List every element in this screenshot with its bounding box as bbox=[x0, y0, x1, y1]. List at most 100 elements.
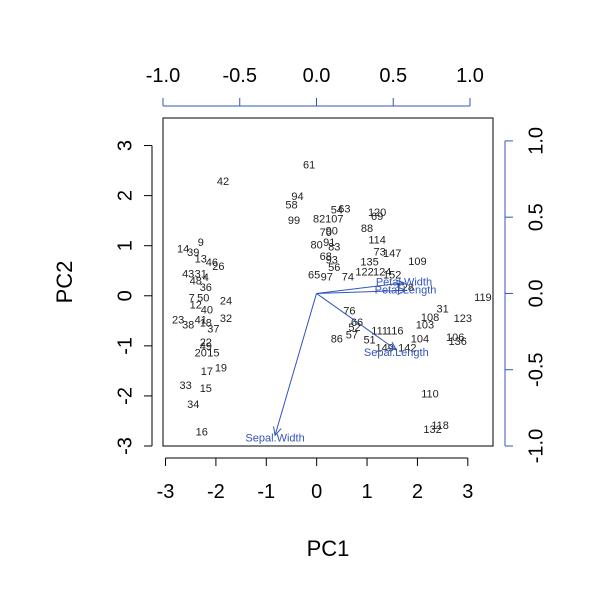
score-point-label: 114 bbox=[368, 235, 386, 247]
score-point-label: 70 bbox=[320, 227, 332, 239]
x-tick-label: -3 bbox=[157, 481, 175, 503]
loading-arrowhead bbox=[387, 341, 398, 351]
loading-label: Sepal.Length bbox=[364, 347, 429, 359]
loading-label: Petal.Length bbox=[375, 284, 437, 296]
score-point-label: 43 bbox=[182, 269, 194, 281]
y-tick-label: -2 bbox=[114, 387, 136, 405]
score-point-label: 147 bbox=[383, 248, 401, 260]
plot-frame bbox=[162, 117, 494, 447]
score-point-label: 103 bbox=[416, 320, 434, 332]
score-point-label: 91 bbox=[323, 237, 335, 249]
score-point-label: 46 bbox=[206, 257, 218, 269]
score-point-label: 83 bbox=[328, 242, 340, 254]
score-point-label: 88 bbox=[361, 223, 373, 235]
score-point-label: 22 bbox=[200, 337, 212, 349]
score-point-label: 108 bbox=[421, 312, 439, 324]
score-point-label: 18 bbox=[200, 318, 212, 330]
score-point-label: 54 bbox=[331, 205, 343, 217]
score-point-label: 68 bbox=[320, 251, 332, 263]
top-tick-label: 1.0 bbox=[456, 65, 484, 87]
x-tick-label: 2 bbox=[412, 481, 423, 503]
y-axis-label: PC2 bbox=[52, 261, 77, 304]
score-point-label: 119 bbox=[474, 292, 492, 304]
score-point-label: 12 bbox=[190, 300, 202, 312]
score-point-label: 97 bbox=[321, 272, 333, 284]
loading-label: Sepal.Width bbox=[245, 432, 304, 444]
loading-arrowhead bbox=[273, 426, 282, 437]
x-tick-label: 1 bbox=[361, 481, 372, 503]
score-point-label: 142 bbox=[398, 342, 416, 354]
score-point-label: 124 bbox=[373, 267, 391, 279]
loading-arrowhead bbox=[397, 286, 407, 296]
y-tick-label: -3 bbox=[114, 437, 136, 455]
score-point-label: 106 bbox=[446, 332, 464, 344]
score-point-label: 110 bbox=[421, 388, 439, 400]
score-point-label: 120 bbox=[368, 207, 386, 219]
score-point-label: 69 bbox=[371, 211, 383, 223]
right-tick-label: -0.5 bbox=[525, 352, 547, 386]
x-tick-label: -2 bbox=[207, 481, 225, 503]
top-tick-label: -1.0 bbox=[146, 65, 180, 87]
score-point-label: 34 bbox=[187, 399, 199, 411]
score-point-label: 135 bbox=[360, 257, 378, 269]
y-tick-label: 3 bbox=[114, 140, 136, 151]
score-point-label: 36 bbox=[200, 282, 212, 294]
loading-label: Petal.Width bbox=[376, 277, 432, 289]
score-point-label: 73 bbox=[374, 247, 386, 259]
left-axis: -3 -2 -1 0 1 2 3 bbox=[114, 140, 153, 455]
score-point-label: 58 bbox=[285, 200, 297, 212]
score-point-label: 16 bbox=[196, 426, 208, 438]
score-point-label: 63 bbox=[338, 204, 350, 216]
y-tick-label: 0 bbox=[114, 290, 136, 301]
score-point-label: 7 bbox=[189, 293, 195, 305]
score-point-label: 40 bbox=[201, 305, 213, 317]
score-point-label: 32 bbox=[220, 313, 232, 325]
loading-arrow bbox=[316, 293, 397, 351]
score-point-label: 74 bbox=[342, 272, 354, 284]
score-point-label: 56 bbox=[328, 262, 340, 274]
score-point-label: 9 bbox=[198, 237, 204, 249]
right-tick-label: 1.0 bbox=[525, 127, 547, 155]
score-point-label: 61 bbox=[303, 159, 315, 171]
loading-arrows: Sepal.Length Sepal.Width Petal.LengthPetal… bbox=[245, 277, 436, 445]
score-point-label: 23 bbox=[172, 315, 184, 327]
score-point-label: 136 bbox=[449, 336, 467, 348]
score-point-label: 104 bbox=[411, 334, 429, 346]
score-point-label: 122 bbox=[355, 267, 373, 279]
loading-arrow bbox=[316, 282, 405, 294]
score-point-label: 116 bbox=[386, 326, 404, 338]
score-point-label: 31 bbox=[436, 304, 448, 316]
score-point-label: 107 bbox=[325, 214, 343, 226]
score-point-label: 94 bbox=[291, 191, 303, 203]
score-point-label: 90 bbox=[326, 226, 338, 238]
y-tick-label: -1 bbox=[114, 337, 136, 355]
score-point-label: 37 bbox=[207, 324, 219, 336]
loading-arrow bbox=[274, 293, 317, 436]
score-point-label: 13 bbox=[195, 254, 207, 266]
x-tick-label: 3 bbox=[462, 481, 473, 503]
x-tick-label: 0 bbox=[311, 481, 322, 503]
score-point-label: 52 bbox=[348, 322, 360, 334]
score-point-label: 76 bbox=[343, 306, 355, 318]
score-point-label: 49 bbox=[200, 341, 212, 353]
score-point-label: 50 bbox=[197, 293, 209, 305]
score-point-label: 19 bbox=[215, 362, 227, 374]
score-point-label: 86 bbox=[331, 334, 343, 346]
x-axis-label: PC1 bbox=[307, 536, 350, 561]
top-tick-label: 0.0 bbox=[303, 65, 331, 87]
score-point-label: 17 bbox=[201, 366, 213, 378]
right-axis: -1.0 -0.5 0.0 0.5 1.0 bbox=[504, 127, 547, 463]
score-point-label: 123 bbox=[454, 313, 472, 325]
score-point-label: 65 bbox=[308, 270, 320, 282]
score-point-label: 99 bbox=[288, 215, 300, 227]
right-tick-label: -1.0 bbox=[525, 429, 547, 463]
score-point-label: 38 bbox=[182, 320, 194, 332]
score-point-label: 51 bbox=[363, 335, 375, 347]
score-point-label: 33 bbox=[180, 380, 192, 392]
top-axis: -1.0 -0.5 0.0 0.5 1.0 bbox=[146, 65, 484, 107]
score-point-label: 80 bbox=[311, 240, 323, 252]
score-point-label: 152 bbox=[383, 270, 401, 282]
y-tick-label: 2 bbox=[114, 190, 136, 201]
score-point-label: 20 bbox=[195, 347, 207, 359]
